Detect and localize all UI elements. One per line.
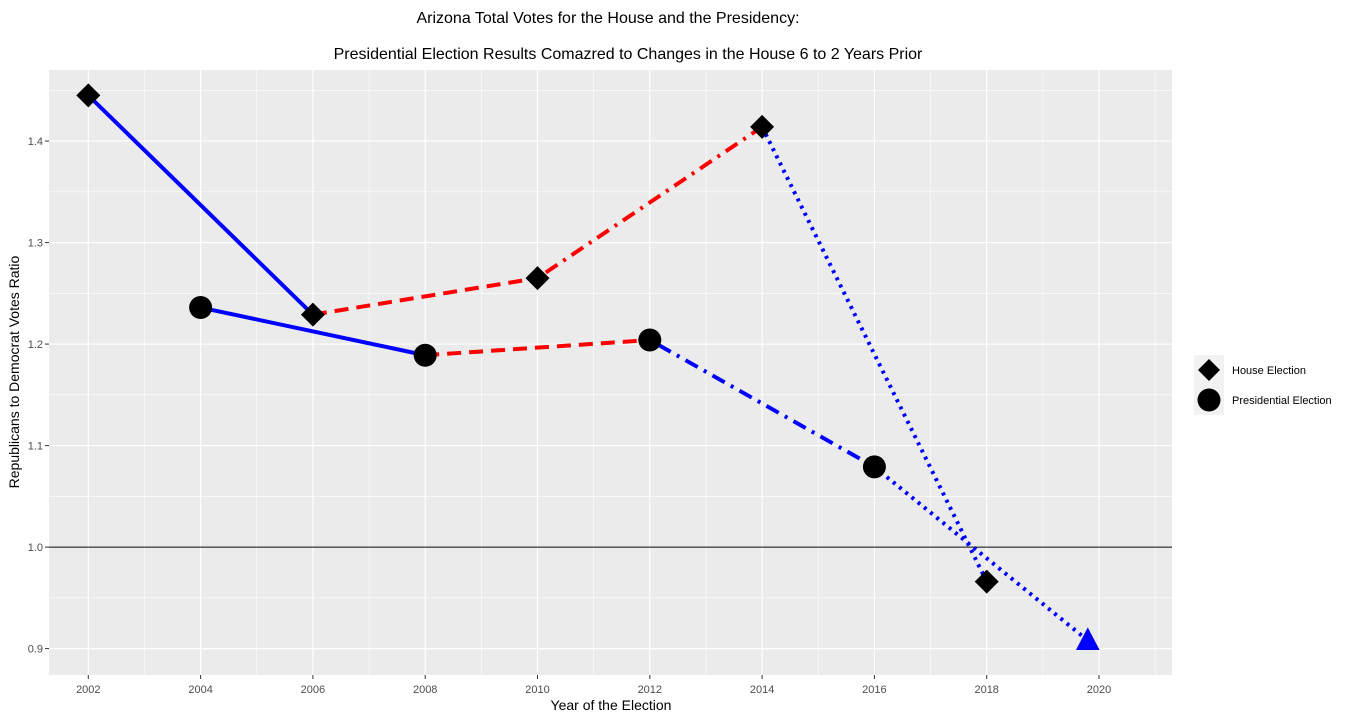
x-tick-label: 2004 [188, 684, 212, 696]
presidential-election-point [862, 455, 886, 479]
x-axis-title: Year of the Election [551, 697, 672, 713]
x-tick-label: 2010 [525, 684, 549, 696]
series-line-segment [536, 125, 764, 280]
y-tick-label: 1.0 [28, 542, 43, 554]
legend-circle-marker [1197, 388, 1221, 412]
y-tick-label: 1.2 [28, 339, 43, 351]
series-lines [86, 93, 1090, 643]
plot-background [49, 70, 1172, 675]
chart-title: Arizona Total Votes for the House and th… [416, 10, 799, 27]
x-tick-label: 2002 [76, 684, 100, 696]
series-line-segment [425, 338, 650, 358]
x-tick-label: 2014 [750, 684, 774, 696]
x-tick-label: 2008 [413, 684, 437, 696]
x-tick-label: 2016 [862, 684, 886, 696]
presidential-election-point [413, 343, 437, 367]
house-election-point [974, 569, 999, 594]
legend-label: Presidential Election [1232, 395, 1332, 407]
series-line-segment [873, 465, 1090, 643]
legend-diamond-marker [1198, 359, 1220, 381]
presidential-election-point [638, 328, 662, 352]
y-tick-label: 1.4 [28, 136, 43, 148]
house-election-point [300, 302, 325, 327]
presidential-election-point [189, 296, 213, 320]
x-axis-ticks: 2002 2004 2006 2008 2010 2012 2014 2016 2018 2020 [76, 675, 1111, 696]
house-election-point [750, 114, 775, 139]
series-points [76, 83, 1100, 650]
y-tick-label: 1.3 [28, 238, 43, 250]
series-line-segment [312, 276, 538, 317]
y-tick-label: 0.9 [28, 644, 43, 656]
series-line-segment [200, 305, 426, 358]
legend-label: House Election [1232, 365, 1306, 377]
plot-panel [49, 70, 1172, 675]
house-election-point [525, 266, 550, 291]
projection-triangle-marker [1075, 627, 1100, 650]
x-tick-label: 2018 [974, 684, 998, 696]
x-tick-label: 2012 [638, 684, 662, 696]
series-line-segment [648, 338, 876, 469]
x-tick-label: 2020 [1087, 684, 1111, 696]
chart-subtitle: Presidential Election Results Comazred t… [334, 46, 923, 63]
y-axis-ticks: 0.9 1.0 1.1 1.2 1.3 1.4 [28, 136, 49, 656]
house-election-point [76, 83, 101, 108]
y-axis-title: Republicans to Democrat Votes Ratio [6, 255, 22, 488]
legend: House Election Presidential Election [1194, 355, 1332, 415]
series-line-segment [86, 93, 315, 317]
x-tick-label: 2006 [301, 684, 325, 696]
y-tick-label: 1.1 [28, 441, 43, 453]
